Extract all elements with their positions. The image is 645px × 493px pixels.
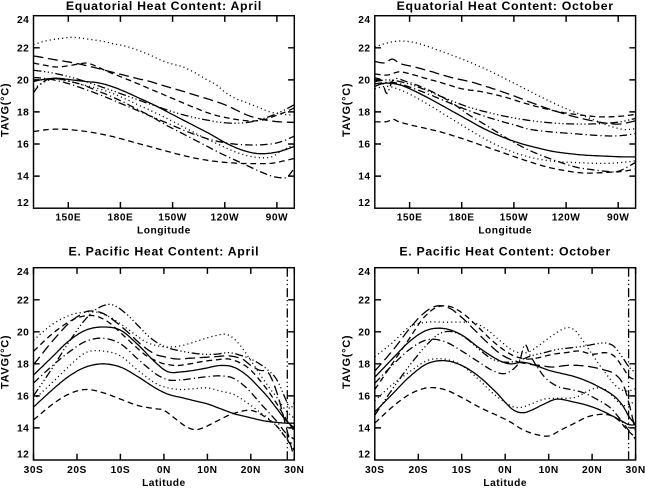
- svg-text:24: 24: [17, 267, 29, 278]
- svg-text:12: 12: [17, 450, 29, 461]
- svg-text:E. Pacific Heat Content: April: E. Pacific Heat Content: April: [69, 245, 260, 259]
- svg-text:20N: 20N: [582, 465, 602, 476]
- svg-text:Longitude: Longitude: [478, 226, 532, 237]
- svg-text:18: 18: [358, 359, 370, 370]
- svg-text:16: 16: [358, 140, 370, 151]
- svg-text:10S: 10S: [111, 465, 131, 476]
- svg-text:30S: 30S: [365, 465, 385, 476]
- svg-text:20: 20: [17, 327, 29, 338]
- svg-text:18: 18: [17, 108, 29, 119]
- svg-text:22: 22: [358, 295, 370, 306]
- svg-text:0N: 0N: [498, 465, 512, 476]
- svg-text:24: 24: [358, 15, 370, 26]
- svg-text:180E: 180E: [108, 213, 134, 224]
- svg-text:14: 14: [17, 424, 29, 435]
- svg-text:14: 14: [358, 424, 370, 435]
- svg-text:14: 14: [358, 172, 370, 183]
- svg-text:24: 24: [17, 15, 29, 26]
- svg-text:16: 16: [17, 140, 29, 151]
- svg-text:0N: 0N: [157, 465, 171, 476]
- svg-text:22: 22: [358, 43, 370, 54]
- svg-text:150W: 150W: [158, 213, 187, 224]
- svg-text:Equatorial Heat Content: Octob: Equatorial Heat Content: October: [397, 0, 614, 13]
- svg-text:10N: 10N: [539, 465, 559, 476]
- svg-text:14: 14: [17, 172, 29, 183]
- svg-text:180E: 180E: [449, 213, 475, 224]
- svg-text:20N: 20N: [241, 465, 261, 476]
- svg-text:10N: 10N: [197, 465, 217, 476]
- svg-text:Equatorial Heat Content: April: Equatorial Heat Content: April: [66, 0, 262, 13]
- svg-text:120W: 120W: [552, 213, 581, 224]
- svg-text:22: 22: [17, 43, 29, 54]
- svg-text:Longitude: Longitude: [137, 226, 191, 237]
- svg-text:20S: 20S: [67, 465, 87, 476]
- svg-text:TAVG(°C): TAVG(°C): [341, 83, 353, 137]
- svg-text:90W: 90W: [607, 213, 629, 224]
- svg-text:12: 12: [358, 198, 370, 209]
- svg-text:12: 12: [17, 198, 29, 209]
- svg-text:TAVG(°C): TAVG(°C): [0, 83, 12, 137]
- svg-text:30S: 30S: [24, 465, 44, 476]
- svg-text:30N: 30N: [625, 465, 645, 476]
- svg-text:TAVG(°C): TAVG(°C): [341, 335, 353, 389]
- svg-text:16: 16: [358, 392, 370, 403]
- svg-text:150E: 150E: [397, 213, 423, 224]
- svg-text:22: 22: [17, 295, 29, 306]
- svg-text:150W: 150W: [500, 213, 529, 224]
- svg-text:150E: 150E: [55, 213, 81, 224]
- svg-text:16: 16: [17, 392, 29, 403]
- svg-text:18: 18: [17, 359, 29, 370]
- svg-text:20: 20: [358, 327, 370, 338]
- svg-text:20: 20: [358, 76, 370, 87]
- svg-text:120W: 120W: [210, 213, 239, 224]
- svg-text:18: 18: [358, 108, 370, 119]
- svg-text:24: 24: [358, 267, 370, 278]
- svg-text:20S: 20S: [408, 465, 428, 476]
- svg-text:30N: 30N: [284, 465, 304, 476]
- svg-text:12: 12: [358, 450, 370, 461]
- svg-text:Latitude: Latitude: [483, 478, 527, 488]
- svg-text:E. Pacific Heat Content: Octob: E. Pacific Heat Content: October: [399, 245, 611, 259]
- svg-text:10S: 10S: [452, 465, 472, 476]
- svg-text:Latitude: Latitude: [142, 478, 186, 488]
- svg-text:90W: 90W: [266, 213, 288, 224]
- svg-text:20: 20: [17, 76, 29, 87]
- svg-text:TAVG(°C): TAVG(°C): [0, 335, 12, 389]
